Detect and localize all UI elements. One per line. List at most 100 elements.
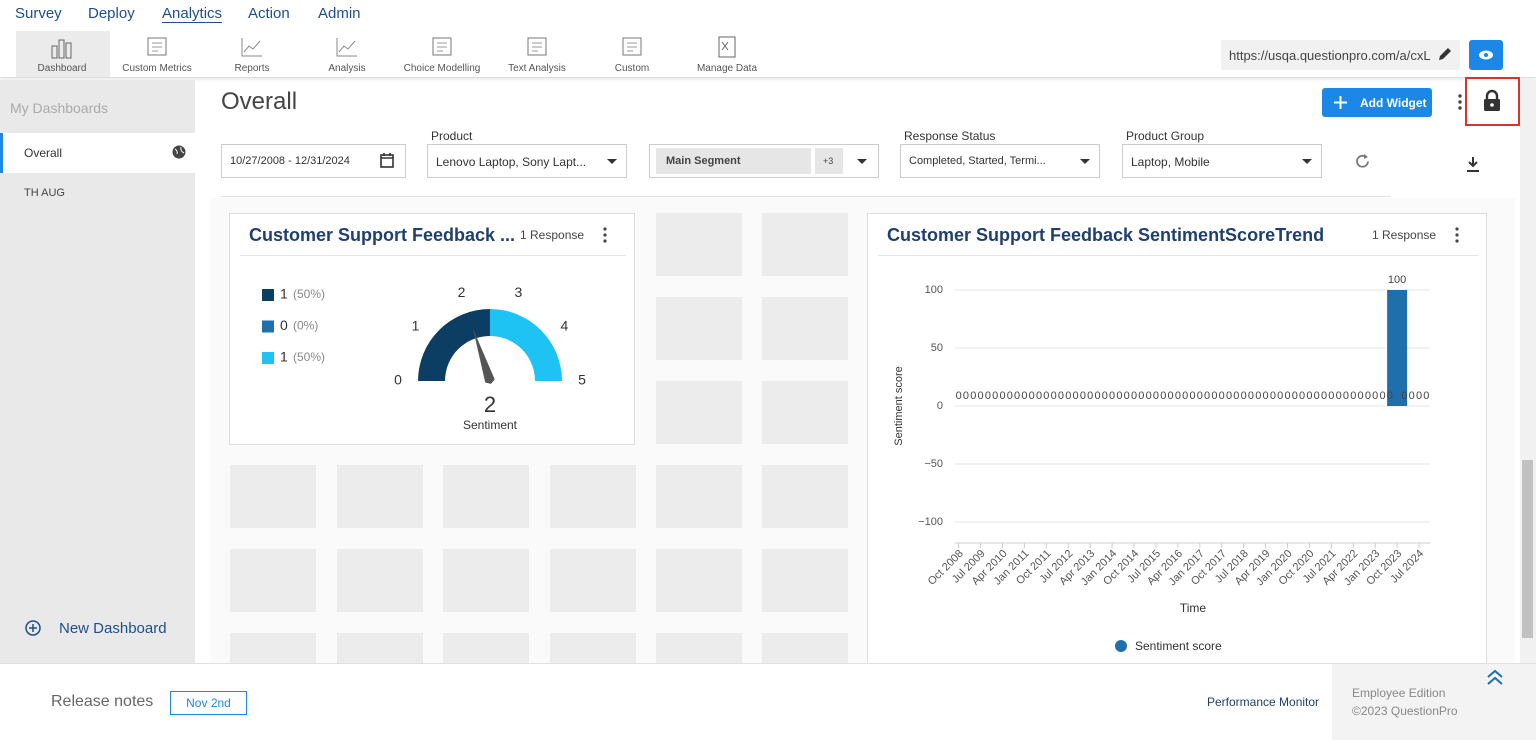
add-circle xyxy=(25,620,41,636)
toolbar-icon[interactable] xyxy=(430,36,454,58)
toolbar-icon[interactable] xyxy=(335,36,359,58)
preview-button[interactable] xyxy=(1469,40,1503,70)
caret-shape xyxy=(607,159,617,164)
placeholder-tile xyxy=(762,213,848,276)
date-range: 10/27/2008 - 12/31/2024 xyxy=(230,155,350,167)
refresh-head xyxy=(1364,154,1368,159)
refresh-arc xyxy=(1356,154,1369,168)
nav-item[interactable]: Admin xyxy=(318,5,361,22)
placeholder-tile xyxy=(656,381,742,444)
dot xyxy=(1458,100,1462,104)
filter-box[interactable]: Completed, Started, Termi... xyxy=(900,144,1100,178)
toolbar-label[interactable]: Text Analysis xyxy=(508,63,566,74)
scroll-top-icon[interactable] xyxy=(1486,669,1504,685)
widget-card: Customer Support Feedback ... 1 Response xyxy=(229,213,635,445)
kebab-menu[interactable] xyxy=(1457,94,1463,112)
placeholder-tile xyxy=(762,549,848,612)
scrollbar-thumb[interactable] xyxy=(1522,460,1533,638)
icon-frame xyxy=(527,37,547,56)
nav-item[interactable]: Analytics xyxy=(162,5,223,22)
toolbar-label[interactable]: Custom xyxy=(614,63,650,74)
filter-box[interactable]: Lenovo Laptop, Sony Lapt... xyxy=(427,144,627,178)
toolbar-label[interactable]: Choice Modelling xyxy=(403,63,481,74)
filter-label: Product Group xyxy=(1126,129,1205,143)
nav-item[interactable]: Survey xyxy=(15,5,62,22)
placeholder-tile xyxy=(230,633,316,663)
caret-shape xyxy=(1080,159,1090,164)
copyright: ©2023 QuestionPro xyxy=(1352,704,1458,718)
icon-bar xyxy=(51,45,58,59)
release-date[interactable]: Nov 2nd xyxy=(170,691,247,715)
toolbar-label[interactable]: Dashboard xyxy=(37,63,87,74)
lock-icon[interactable] xyxy=(1483,89,1501,112)
dropdown-caret xyxy=(1080,159,1090,164)
toolbar-icon[interactable] xyxy=(145,36,169,58)
placeholder-tile xyxy=(337,465,423,528)
icon-frame xyxy=(622,37,642,56)
filter-box[interactable]: Laptop, Mobile xyxy=(1122,144,1322,178)
filter-box[interactable]: Main Segment +3 xyxy=(649,144,879,178)
add-plus xyxy=(29,624,37,632)
release-notes[interactable]: Release notes xyxy=(51,693,154,710)
filter-box[interactable]: 10/27/2008 - 12/31/2024 xyxy=(221,144,406,178)
toolbar-icon[interactable] xyxy=(50,36,74,59)
url-box[interactable]: https://usqa.questionpro.com/a/cxL xyxy=(1221,40,1460,70)
dot xyxy=(1458,106,1462,110)
toolbar-label[interactable]: Analysis xyxy=(328,63,366,74)
toolbar-icon[interactable] xyxy=(715,36,739,58)
dot xyxy=(603,227,607,231)
segment-extra: +3 xyxy=(815,148,843,174)
widget-divider xyxy=(240,255,626,256)
icon-bar xyxy=(58,39,65,59)
filter-value: Lenovo Laptop, Sony Lapt... xyxy=(436,155,587,169)
dropdown-caret xyxy=(607,159,617,164)
nav-item[interactable]: Action xyxy=(248,5,290,22)
widget-menu[interactable] xyxy=(1454,227,1460,243)
download-icon[interactable] xyxy=(1466,157,1480,173)
filter-label: Product xyxy=(431,129,473,143)
icon-detail xyxy=(152,42,162,52)
placeholder-tile xyxy=(443,465,529,528)
nav-item[interactable]: Deploy xyxy=(88,5,135,22)
placeholder-tile xyxy=(230,465,316,528)
chevrons xyxy=(1487,669,1503,685)
refresh-icon[interactable] xyxy=(1355,154,1370,169)
icon-x xyxy=(721,41,729,51)
new-dashboard[interactable]: New Dashboard xyxy=(59,620,167,637)
page-title: Overall xyxy=(221,88,298,115)
icon-detail xyxy=(437,42,447,52)
url-text: https://usqa.questionpro.com/a/cxL xyxy=(1229,48,1431,63)
toolbar-icon[interactable] xyxy=(525,36,549,58)
toolbar-icon[interactable] xyxy=(240,36,264,58)
globe-icon xyxy=(172,145,186,159)
filter-label: Response Status xyxy=(904,129,996,143)
toolbar-icon[interactable] xyxy=(620,36,644,58)
eye-icon xyxy=(1479,50,1493,60)
sidebar-item-label: Overall xyxy=(24,146,63,160)
add-icon[interactable] xyxy=(25,620,41,636)
icon-frame xyxy=(432,37,452,56)
placeholder-tile xyxy=(762,633,848,663)
globe xyxy=(172,145,186,159)
toolbar-label[interactable]: Reports xyxy=(234,63,270,74)
sidebar-item-active[interactable]: Overall xyxy=(0,133,195,173)
dot xyxy=(603,239,607,243)
icon-bar xyxy=(65,42,72,59)
pencil xyxy=(1439,48,1451,60)
toolbar-label[interactable]: Manage Data xyxy=(696,63,758,74)
widget-responses: 1 Response xyxy=(1372,228,1437,242)
sidebar-item-label[interactable]: TH AUG xyxy=(24,187,65,199)
icon-detail xyxy=(627,42,637,52)
add-widget-label: Add Widget xyxy=(1360,96,1427,110)
placeholder-tile xyxy=(230,549,316,612)
widget-menu[interactable] xyxy=(602,227,608,243)
performance-monitor[interactable]: Performance Monitor xyxy=(1207,695,1320,709)
placeholder-tile xyxy=(762,381,848,444)
placeholder-tile xyxy=(550,633,636,663)
toolbar-label[interactable]: Custom Metrics xyxy=(122,63,192,74)
edit-icon[interactable] xyxy=(1437,46,1453,62)
add-widget-button[interactable]: Add Widget xyxy=(1322,88,1432,117)
filter-value: Completed, Started, Termi... xyxy=(909,155,1046,167)
dot xyxy=(1455,227,1459,231)
edition: Employee Edition xyxy=(1352,686,1446,700)
